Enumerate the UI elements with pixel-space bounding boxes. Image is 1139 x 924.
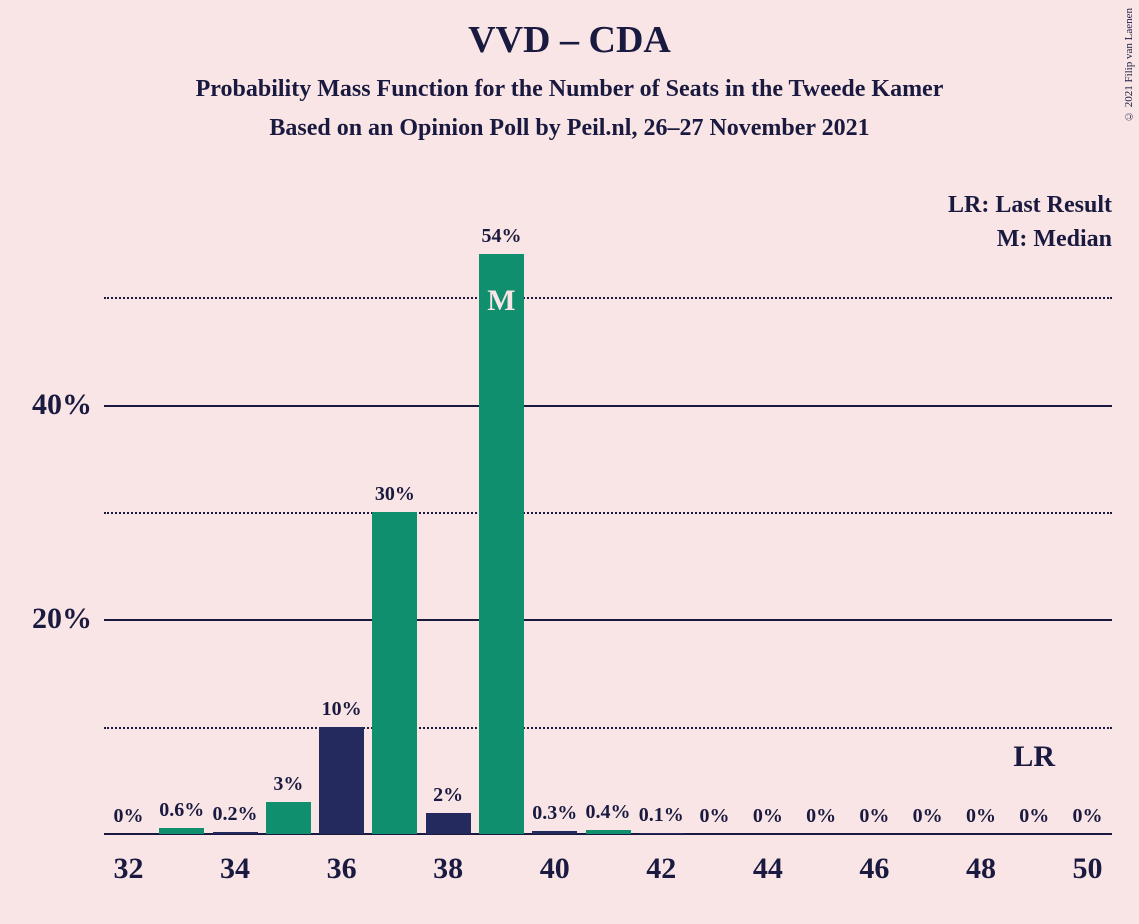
bar-value-label: 0% — [913, 805, 943, 828]
bar: 10% — [319, 727, 364, 834]
bar: 0.2% — [213, 832, 258, 834]
bar-value-label: 54% — [481, 225, 521, 248]
bar-value-label: 0.2% — [213, 803, 258, 826]
bar-value-label: 0.3% — [532, 802, 577, 825]
y-axis-label: 20% — [32, 602, 92, 636]
bar-value-label: 30% — [375, 483, 415, 506]
x-axis-label: 50 — [1073, 852, 1103, 886]
x-axis-label: 40 — [540, 852, 570, 886]
bar-value-label: 10% — [322, 698, 362, 721]
gridline — [104, 405, 1112, 407]
chart-title: VVD – CDA — [0, 0, 1139, 62]
bar-value-label: 0.6% — [159, 799, 204, 822]
bar-value-label: 0% — [753, 805, 783, 828]
bar-value-label: 3% — [273, 773, 303, 796]
bar-value-label: 0% — [1073, 805, 1103, 828]
gridline — [104, 619, 1112, 621]
legend-median: M: Median — [912, 226, 1112, 253]
bar-value-label: 0% — [1019, 805, 1049, 828]
bar: 0.6% — [159, 828, 204, 834]
last-result-marker: LR — [1013, 740, 1055, 774]
bar: 0.1% — [639, 833, 684, 834]
x-axis-label: 46 — [859, 852, 889, 886]
gridline-minor — [104, 512, 1112, 514]
bar-value-label: 0% — [859, 805, 889, 828]
chart-subtitle-1: Probability Mass Function for the Number… — [0, 76, 1139, 103]
x-axis-label: 34 — [220, 852, 250, 886]
x-axis-label: 32 — [114, 852, 144, 886]
bar-value-label: 0.1% — [639, 804, 684, 827]
bar-value-label: 0% — [700, 805, 730, 828]
bar: 0.3% — [532, 831, 577, 834]
bar-value-label: 0% — [966, 805, 996, 828]
chart-subtitle-2: Based on an Opinion Poll by Peil.nl, 26–… — [0, 115, 1139, 142]
bar: 30% — [372, 512, 417, 834]
x-axis-label: 48 — [966, 852, 996, 886]
chart-plot-area: 20%40%323436384042444648500%0.6%0.2%3%10… — [104, 190, 1112, 834]
y-axis-label: 40% — [32, 388, 92, 422]
bar-value-label: 0% — [114, 805, 144, 828]
bar: 2% — [426, 813, 471, 834]
bar-value-label: 0.4% — [586, 801, 631, 824]
x-axis-label: 42 — [646, 852, 676, 886]
bar-value-label: 2% — [433, 784, 463, 807]
bar: 3% — [266, 802, 311, 834]
x-axis-label: 44 — [753, 852, 783, 886]
copyright-text: © 2021 Filip van Laenen — [1123, 8, 1135, 122]
gridline-minor — [104, 727, 1112, 729]
bar: 54% — [479, 254, 524, 834]
legend-last-result: LR: Last Result — [912, 192, 1112, 219]
bar: 0.4% — [586, 830, 631, 834]
bar-value-label: 0% — [806, 805, 836, 828]
x-axis-label: 38 — [433, 852, 463, 886]
x-axis-label: 36 — [327, 852, 357, 886]
gridline-minor — [104, 297, 1112, 299]
median-marker: M — [487, 284, 515, 318]
